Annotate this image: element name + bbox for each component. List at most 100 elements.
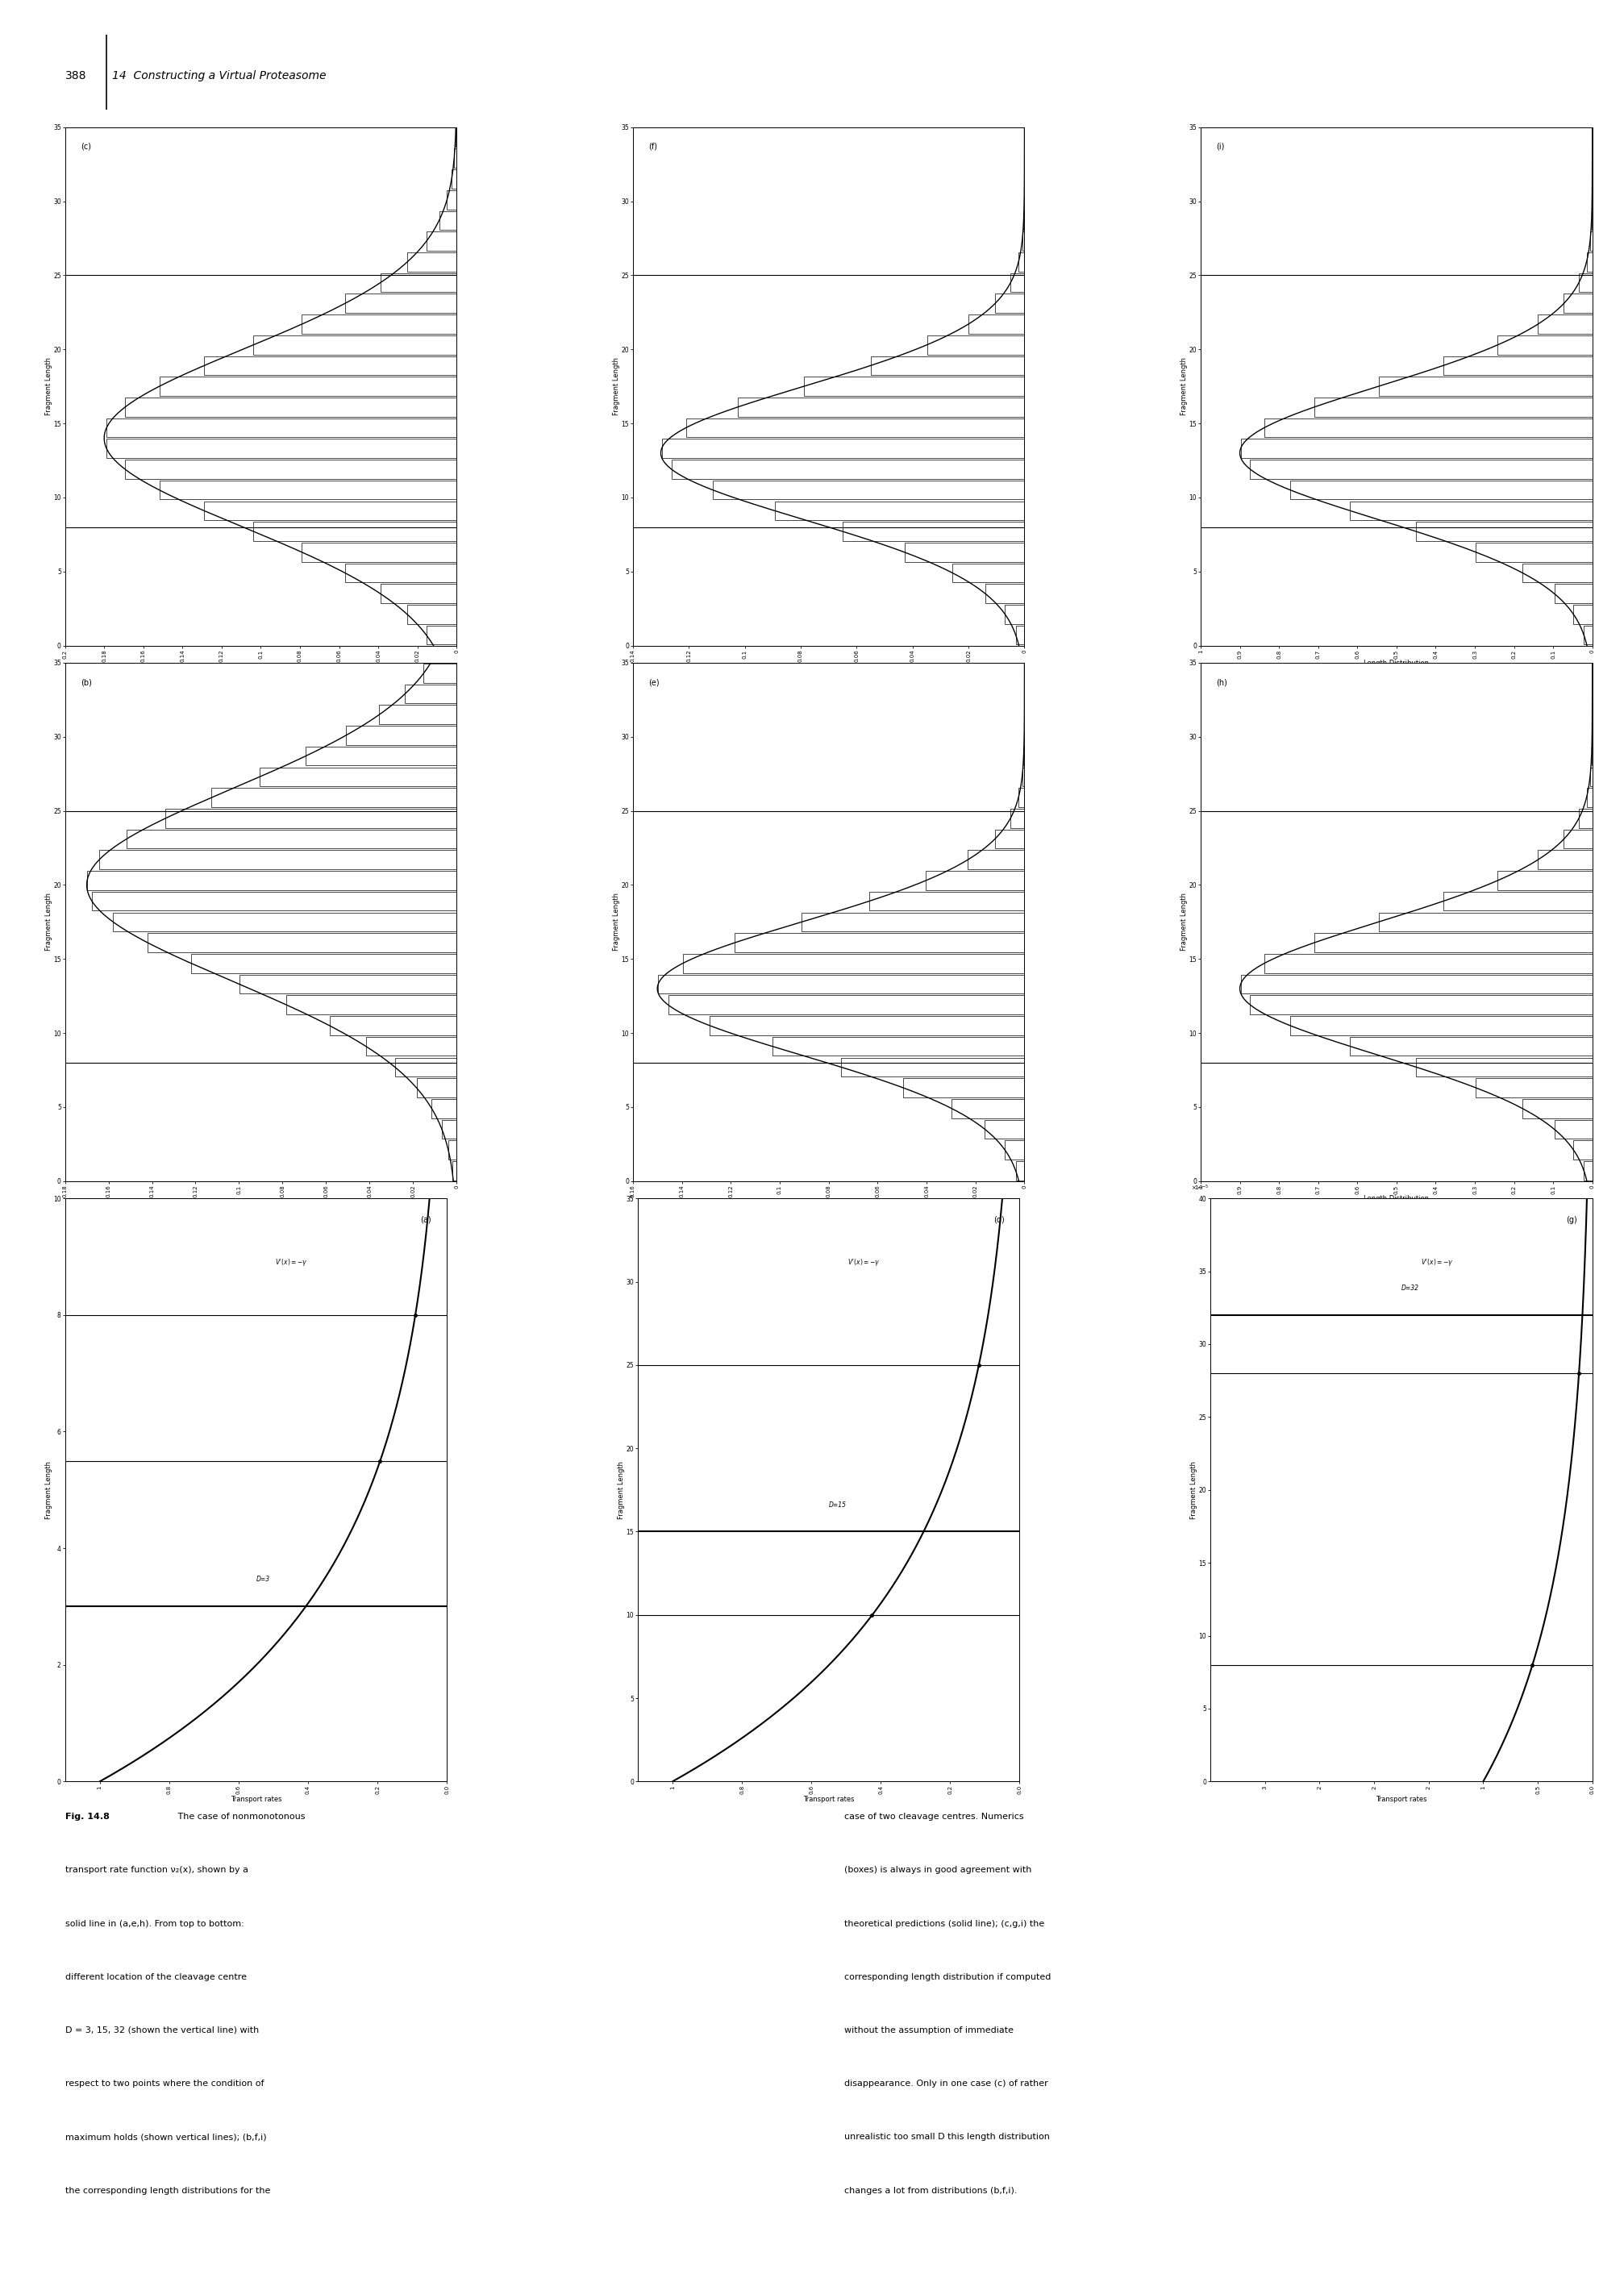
Bar [1314, 933, 1592, 953]
Bar [302, 315, 456, 334]
Bar [1579, 272, 1592, 293]
Bar [192, 953, 456, 974]
Bar [994, 830, 1025, 848]
Bar [159, 480, 456, 501]
Text: (b): (b) [81, 679, 93, 686]
Bar [442, 1120, 456, 1138]
Text: (f): (f) [648, 142, 658, 151]
X-axis label: Length Distribution: Length Distribution [796, 1198, 861, 1207]
Y-axis label: Fragment Length: Fragment Length [45, 894, 52, 951]
Bar [1010, 272, 1025, 293]
Bar [984, 1120, 1025, 1138]
Bar [1350, 501, 1592, 521]
Bar [425, 626, 456, 645]
Bar [801, 912, 1025, 930]
Bar [404, 684, 456, 704]
Bar [1538, 315, 1592, 334]
Bar [952, 1100, 1025, 1118]
Bar [260, 768, 456, 786]
Bar [253, 521, 456, 542]
Text: transport rate function ν₂(x), shown by a: transport rate function ν₂(x), shown by … [65, 1865, 248, 1875]
Bar [1289, 1015, 1592, 1036]
Bar [905, 542, 1025, 562]
Bar [671, 459, 1025, 478]
Bar [1004, 1141, 1025, 1159]
Bar [994, 295, 1025, 313]
Y-axis label: Fragment Length: Fragment Length [1181, 894, 1187, 951]
Text: $\times\!10^{-5}$: $\times\!10^{-5}$ [1190, 1184, 1208, 1193]
Bar [125, 459, 456, 478]
Bar [869, 892, 1025, 910]
Bar [159, 377, 456, 395]
Bar [424, 663, 456, 684]
Bar [148, 933, 456, 953]
Bar [968, 850, 1025, 869]
Bar [1314, 398, 1592, 416]
Bar [344, 295, 456, 313]
Bar [1018, 789, 1025, 807]
Bar [1015, 1161, 1025, 1180]
Bar [1583, 1161, 1592, 1180]
Text: the corresponding length distributions for the: the corresponding length distributions f… [65, 2185, 270, 2195]
Text: changes a lot from distributions (b,f,i).: changes a lot from distributions (b,f,i)… [843, 2185, 1017, 2195]
Bar [330, 1015, 456, 1036]
Text: (g): (g) [1566, 1216, 1577, 1223]
Text: case of two cleavage centres. Numerics: case of two cleavage centres. Numerics [843, 1813, 1023, 1820]
Bar [713, 480, 1025, 501]
Text: respect to two points where the condition of: respect to two points where the conditio… [65, 2080, 263, 2087]
Bar [1590, 231, 1592, 251]
Text: maximum holds (shown vertical lines); (b,f,i): maximum holds (shown vertical lines); (b… [65, 2133, 266, 2142]
Bar [1554, 1120, 1592, 1138]
Bar [432, 1100, 456, 1118]
Bar [107, 439, 456, 457]
Bar [455, 149, 456, 167]
Bar [841, 1058, 1025, 1077]
Bar [1416, 1058, 1592, 1077]
Bar [239, 974, 456, 994]
X-axis label: Transport rates: Transport rates [1376, 1795, 1426, 1804]
Bar [1249, 459, 1592, 478]
Text: (c): (c) [81, 142, 91, 151]
Bar [737, 398, 1025, 416]
Bar [253, 336, 456, 354]
Bar [1377, 912, 1592, 930]
Bar [365, 1038, 456, 1056]
Bar [661, 439, 1025, 457]
Bar [380, 272, 456, 293]
Bar [1522, 1100, 1592, 1118]
Bar [448, 1141, 456, 1159]
Y-axis label: Fragment Length: Fragment Length [612, 357, 620, 416]
X-axis label: Length Distribution: Length Distribution [796, 663, 861, 670]
Text: unrealistic too small D this length distribution: unrealistic too small D this length dist… [843, 2133, 1049, 2142]
Bar [125, 398, 456, 416]
Text: (i): (i) [1216, 142, 1224, 151]
Bar [1021, 231, 1025, 251]
Bar [1010, 809, 1025, 828]
Text: (d): (d) [992, 1216, 1004, 1223]
Bar [211, 789, 456, 807]
Y-axis label: Fragment Length: Fragment Length [45, 1461, 52, 1518]
Bar [926, 871, 1025, 889]
Bar [438, 210, 456, 231]
Bar [1021, 768, 1025, 786]
Bar [1249, 994, 1592, 1015]
Bar [1585, 251, 1592, 272]
Bar [1497, 336, 1592, 354]
Bar [1522, 562, 1592, 583]
Bar [1018, 251, 1025, 272]
Bar [127, 830, 456, 848]
Text: corresponding length distribution if computed: corresponding length distribution if com… [843, 1973, 1051, 1982]
Text: D=3: D=3 [257, 1575, 270, 1584]
Text: 14  Constructing a Virtual Proteasome: 14 Constructing a Virtual Proteasome [112, 71, 326, 82]
Bar [710, 1015, 1025, 1036]
Y-axis label: Fragment Length: Fragment Length [45, 357, 52, 416]
Text: (boxes) is always in good agreement with: (boxes) is always in good agreement with [843, 1865, 1031, 1875]
Bar [1590, 768, 1592, 786]
X-axis label: Transport rates: Transport rates [802, 1795, 854, 1804]
Text: (e): (e) [648, 679, 659, 686]
Bar [1416, 521, 1592, 542]
Bar [952, 562, 1025, 583]
X-axis label: Length Distribution: Length Distribution [1363, 661, 1429, 668]
Text: D = 3, 15, 32 (shown the vertical line) with: D = 3, 15, 32 (shown the vertical line) … [65, 2025, 258, 2035]
Y-axis label: Fragment Length: Fragment Length [612, 894, 620, 951]
